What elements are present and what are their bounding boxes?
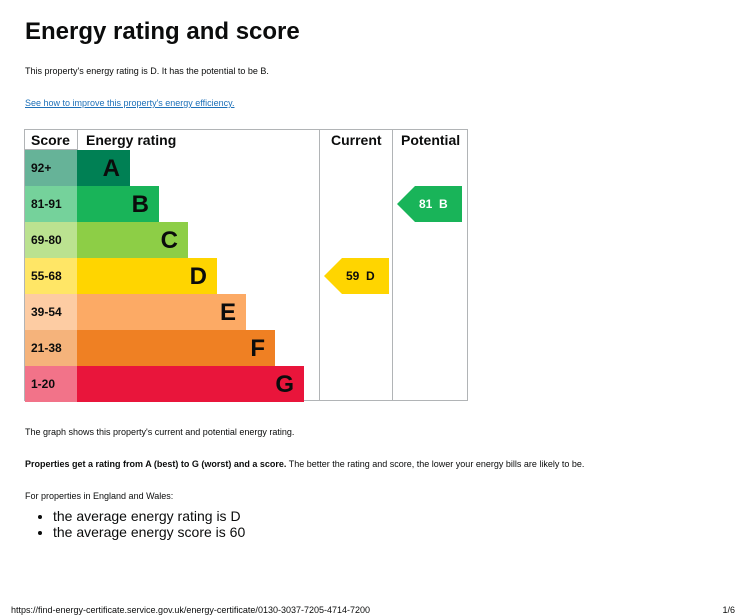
band-bar: A	[77, 150, 130, 186]
current-rating-letter: D	[366, 269, 375, 283]
region-note: For properties in England and Wales:	[25, 491, 174, 501]
band-score-range: 21-38	[25, 330, 77, 366]
band-letter: E	[219, 299, 236, 326]
page-title: Energy rating and score	[25, 18, 300, 45]
list-item: the average energy rating is D	[53, 508, 245, 524]
divider	[25, 149, 77, 150]
band-bar: E	[77, 294, 246, 330]
band-bar: D	[77, 258, 217, 294]
band-score-range: 55-68	[25, 258, 77, 294]
band-score-range: 69-80	[25, 222, 77, 258]
potential-column-header: Potential	[401, 132, 461, 148]
band-score-range: 81-91	[25, 186, 77, 222]
band-score-range: 1-20	[25, 366, 77, 402]
page-footer: https://find-energy-certificate.service.…	[11, 604, 735, 616]
potential-rating-letter: B	[439, 197, 448, 211]
footer-url: https://find-energy-certificate.service.…	[11, 605, 371, 615]
potential-rating-value: 81	[419, 197, 433, 211]
improve-efficiency-link[interactable]: See how to improve this property's energ…	[25, 98, 235, 108]
averages-list: the average energy rating is D the avera…	[25, 508, 245, 540]
graph-explanation: The graph shows this property's current …	[25, 427, 295, 437]
band-score-range: 39-54	[25, 294, 77, 330]
energy-rating-column-header: Energy rating	[86, 132, 177, 148]
list-item: the average energy score is 60	[53, 524, 245, 540]
divider	[319, 130, 320, 400]
band-letter: C	[160, 227, 178, 254]
band-letter: D	[189, 263, 207, 290]
band-bar: C	[77, 222, 188, 258]
current-rating-value: 59	[346, 269, 360, 283]
potential-rating-arrow: 81 B	[397, 186, 462, 222]
divider	[392, 130, 393, 400]
band-bar: F	[77, 330, 275, 366]
band-letter: G	[275, 371, 294, 398]
rating-explanation: Properties get a rating from A (best) to…	[25, 458, 584, 470]
rating-intro: This property's energy rating is D. It h…	[25, 66, 269, 76]
energy-rating-chart: Score Energy rating Current Potential 92…	[24, 129, 468, 402]
band-bar: B	[77, 186, 159, 222]
band-letter: A	[102, 155, 120, 182]
band-bar: G	[77, 366, 304, 402]
band-letter: B	[131, 191, 149, 218]
rating-explanation-bold: Properties get a rating from A (best) to…	[25, 459, 287, 469]
band-letter: F	[250, 335, 265, 362]
current-column-header: Current	[331, 132, 382, 148]
page-number: 1/6	[722, 605, 735, 615]
rating-explanation-rest: The better the rating and score, the low…	[286, 459, 585, 469]
score-column-header: Score	[31, 132, 70, 148]
current-rating-arrow: 59 D	[324, 258, 389, 294]
band-score-range: 92+	[25, 150, 77, 186]
